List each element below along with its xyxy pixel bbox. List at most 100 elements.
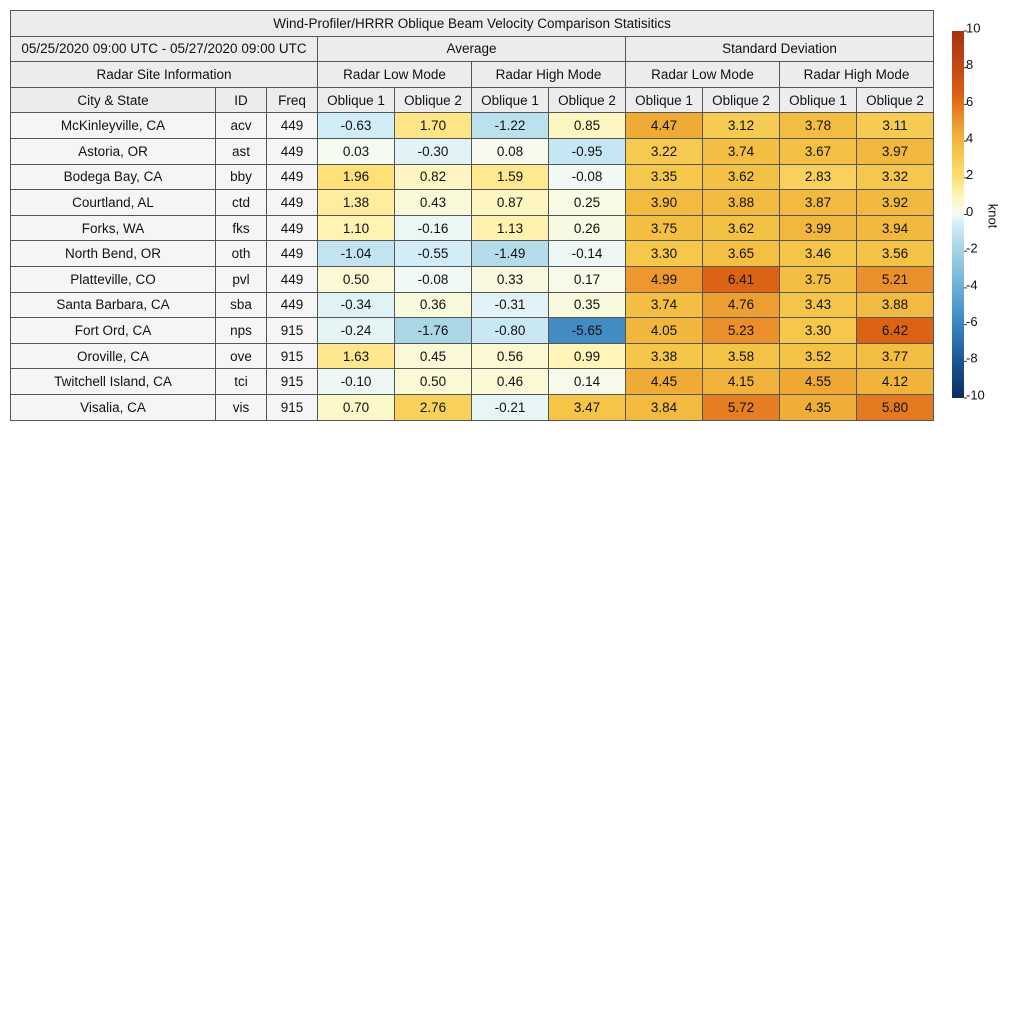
site-cell: Oroville, CA (10, 342, 216, 370)
column-header: Freq (266, 86, 318, 114)
value-cell: 3.58 (702, 342, 780, 370)
value-cell: 3.62 (702, 214, 780, 242)
site-cell: North Bend, OR (10, 240, 216, 267)
value-cell: 3.30 (625, 240, 703, 267)
value-cell: 0.82 (394, 163, 472, 191)
site-cell: 449 (266, 189, 318, 216)
value-cell: -0.30 (394, 137, 472, 165)
value-cell: 3.78 (779, 112, 857, 139)
mode-header: Radar High Mode (471, 61, 626, 88)
value-cell: -0.80 (471, 317, 549, 344)
site-cell: oth (215, 240, 267, 267)
value-cell: 5.21 (855, 265, 935, 293)
value-cell: 3.62 (702, 163, 780, 191)
column-header: Oblique 1 (471, 86, 549, 114)
value-cell: 3.92 (855, 189, 935, 216)
value-cell: -1.49 (471, 240, 549, 267)
site-cell: sba (215, 291, 267, 319)
colorbar-tick-label: 8 (966, 57, 973, 72)
value-cell: 0.35 (548, 291, 626, 319)
value-cell: 0.87 (471, 189, 549, 216)
site-cell: 449 (266, 137, 318, 165)
value-cell: -0.31 (471, 291, 549, 319)
colorbar-tick-label: 4 (966, 131, 973, 146)
row: North Bend, OR oth 449 -1.04 -0.55 -1.49 -0.14… (10, 240, 935, 267)
column-header: Oblique 2 (855, 86, 935, 114)
column-header: Oblique 1 (779, 86, 857, 114)
value-cell: 4.12 (855, 368, 935, 395)
value-cell: 4.47 (625, 112, 703, 139)
value-cell: 3.12 (702, 112, 780, 139)
site-cell: 449 (266, 265, 318, 293)
value-cell: 3.32 (855, 163, 935, 191)
value-cell: 3.94 (855, 214, 935, 242)
value-cell: 4.99 (625, 265, 703, 293)
colorbar-tick-label: -2 (966, 241, 978, 256)
colorbar-scale (952, 31, 964, 398)
column-header: Oblique 2 (702, 86, 780, 114)
site-cell: Bodega Bay, CA (10, 163, 216, 191)
value-cell: -1.22 (471, 112, 549, 139)
site-cell: 915 (266, 368, 318, 395)
site-cell: ast (215, 137, 267, 165)
value-cell: 3.46 (779, 240, 857, 267)
value-cell: 0.45 (394, 342, 472, 370)
value-cell: 0.03 (317, 137, 395, 165)
site-cell: 449 (266, 214, 318, 242)
value-cell: 0.56 (471, 342, 549, 370)
site-cell: fks (215, 214, 267, 242)
site-cell: Santa Barbara, CA (10, 291, 216, 319)
site-cell: 449 (266, 240, 318, 267)
group-header: Standard Deviation (624, 35, 935, 63)
value-cell: -0.21 (471, 393, 549, 421)
row: McKinleyville, CA acv 449 -0.63 1.70 -1.22 0.8… (10, 112, 935, 139)
value-cell: 4.76 (702, 291, 780, 319)
row: Santa Barbara, CA sba 449 -0.34 0.36 -0.31 0.3… (10, 291, 935, 319)
date-range: 05/25/2020 09:00 UTC - 05/27/2020 09:00 … (10, 35, 318, 63)
value-cell: 3.38 (625, 342, 703, 370)
site-cell: 449 (266, 291, 318, 319)
site-cell: nps (215, 317, 267, 344)
value-cell: -5.65 (548, 317, 626, 344)
value-cell: -0.95 (548, 137, 626, 165)
mode-header: Radar High Mode (778, 61, 935, 88)
value-cell: -1.76 (394, 317, 472, 344)
mode-header: Radar Low Mode (625, 61, 780, 88)
value-cell: 5.72 (702, 393, 780, 421)
site-cell: Platteville, CO (10, 265, 216, 293)
value-cell: 3.74 (625, 291, 703, 319)
value-cell: 3.77 (855, 342, 935, 370)
value-cell: 4.45 (625, 368, 703, 395)
row: Forks, WA fks 449 1.10 -0.16 1.13 0.26 3.75 3.62… (10, 214, 935, 242)
value-cell: 5.80 (855, 393, 935, 421)
stats-table: Wind-Profiler/HRRR Oblique Beam Velocity… (9, 10, 935, 421)
site-cell: Fort Ord, CA (10, 317, 216, 344)
value-cell: 3.87 (779, 189, 857, 216)
value-cell: 0.70 (317, 393, 395, 421)
value-cell: 1.96 (317, 163, 395, 191)
value-cell: -0.08 (548, 163, 626, 191)
value-cell: 3.99 (779, 214, 857, 242)
value-cell: -0.24 (317, 317, 395, 344)
colorbar: -10 -8 -6 -4 -2 0 2 4 6 8 10 knot (952, 20, 1001, 402)
value-cell: 6.42 (855, 317, 935, 344)
value-cell: 1.70 (394, 112, 472, 139)
value-cell: 3.75 (779, 265, 857, 293)
value-cell: 3.65 (702, 240, 780, 267)
value-cell: 0.26 (548, 214, 626, 242)
site-info: Radar Site Information (10, 61, 318, 88)
value-cell: 3.74 (702, 137, 780, 165)
value-cell: 0.17 (548, 265, 626, 293)
site-cell: Astoria, OR (10, 137, 216, 165)
value-cell: 0.36 (394, 291, 472, 319)
value-cell: 3.11 (855, 112, 935, 139)
value-cell: 0.99 (548, 342, 626, 370)
value-cell: 0.85 (548, 112, 626, 139)
row: Visalia, CA vis 915 0.70 2.76 -0.21 3.47 3.84 5.… (10, 393, 935, 421)
row: Twitchell Island, CA tci 915 -0.10 0.50 0.46 0… (10, 368, 935, 395)
value-cell: 3.22 (625, 137, 703, 165)
column-header: City & State (10, 86, 216, 114)
site-cell: 915 (266, 393, 318, 421)
colorbar-tick-label: 0 (966, 204, 973, 219)
